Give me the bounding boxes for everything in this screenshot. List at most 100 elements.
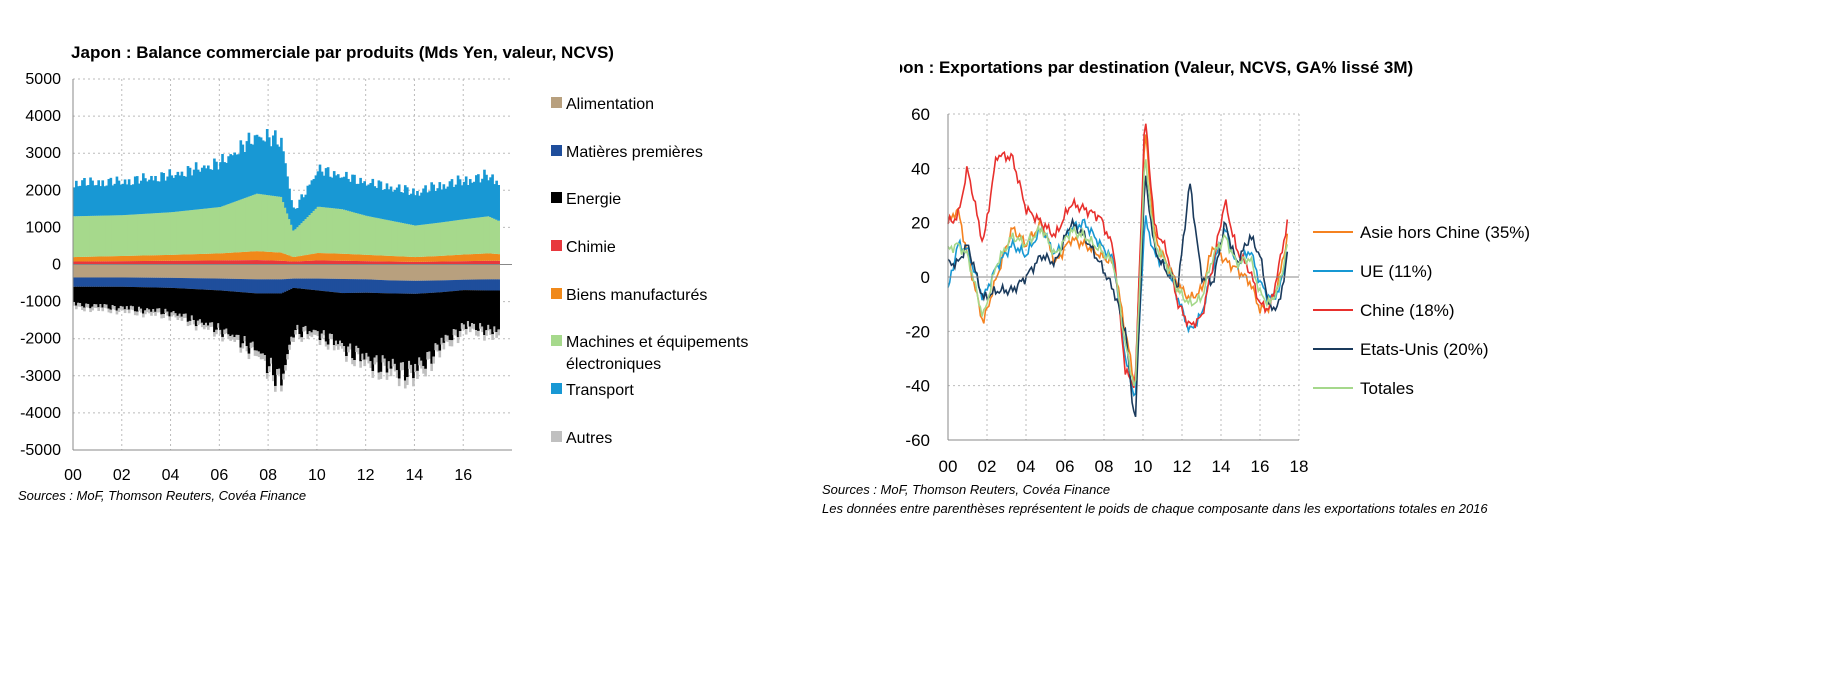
chart1-bar-segment <box>83 261 86 265</box>
chart1-bar-segment <box>493 218 496 254</box>
chart1-bar-segment <box>154 264 157 278</box>
chart1-bar-segment <box>310 260 314 265</box>
chart1-bar-segment <box>160 172 163 213</box>
chart1-bar-segment <box>383 280 387 294</box>
chart1-bar-segment <box>359 292 362 362</box>
chart1-bar-segment <box>385 183 389 220</box>
chart1-bar-segment <box>353 279 356 293</box>
chart1-bar-segment <box>89 256 92 262</box>
chart1-bar-segment <box>351 211 354 255</box>
chart1-bar-segment <box>473 279 476 291</box>
chart1-bar-segment <box>460 264 464 280</box>
chart1-bar-segment <box>493 184 496 219</box>
chart1-bar-segment <box>243 151 247 199</box>
chart1-bar-segment <box>215 207 218 254</box>
chart2-xtick-label: 16 <box>1251 457 1270 476</box>
chart1-bar-segment <box>485 330 488 336</box>
chart1-bar-segment <box>369 255 373 262</box>
chart1-bar-segment <box>188 288 192 321</box>
chart1-bar-segment <box>255 251 259 261</box>
chart2-ytick-label: -40 <box>905 377 930 396</box>
chart1-bar-segment <box>215 161 218 208</box>
chart1-bar-segment <box>276 264 279 280</box>
chart1-bar-segment <box>438 255 442 262</box>
chart1-bar-segment <box>495 260 498 265</box>
chart1-xtick-label: 02 <box>113 467 131 484</box>
chart1-bar-segment <box>166 311 170 316</box>
chart1-bar-segment <box>83 264 86 278</box>
chart1-bar-segment <box>466 290 470 322</box>
chart1-bar-segment <box>288 188 291 220</box>
chart1-bar-segment <box>379 371 383 379</box>
chart1-bar-segment <box>259 251 263 261</box>
chart1-bar-segment <box>292 257 295 262</box>
chart1-bar-segment <box>483 279 486 291</box>
chart1-bar-segment <box>393 264 397 281</box>
chart1-bar-segment <box>253 293 257 351</box>
chart1-bar-segment <box>121 255 125 262</box>
chart1-bar-segment <box>142 255 145 262</box>
chart1-bar-segment <box>359 361 362 368</box>
chart1-bar-segment <box>204 322 208 328</box>
chart1-bar-segment <box>408 293 411 361</box>
chart1-bar-segment <box>243 336 247 342</box>
chart1-bar-segment <box>164 212 167 255</box>
chart1-bar-segment <box>485 260 488 265</box>
chart1-bar-segment <box>117 277 121 287</box>
chart1-bar-segment <box>495 279 498 291</box>
chart1-bar-segment <box>361 183 364 215</box>
chart1-bar-segment <box>343 346 346 352</box>
chart1-bar-segment <box>227 204 230 253</box>
chart1-bar-segment <box>182 288 186 314</box>
chart1-bar-segment <box>170 264 174 278</box>
chart1-bar-segment <box>312 253 316 261</box>
chart1-bar-segment <box>107 261 111 265</box>
chart1-bar-segment <box>397 261 401 265</box>
chart1-bar-segment <box>125 306 129 310</box>
chart1-bar-segment <box>249 264 253 280</box>
chart1-bar-segment <box>341 343 344 349</box>
chart1-bar-segment <box>389 280 393 294</box>
chart1-bar-segment <box>231 252 234 261</box>
chart1-xtick-label: 08 <box>259 467 277 484</box>
chart1-bar-segment <box>460 261 464 265</box>
chart1-bar-segment <box>387 280 391 294</box>
chart1-bar-segment <box>294 288 297 331</box>
chart2-ytick-label: -20 <box>905 322 930 341</box>
chart1-bar-segment <box>101 307 105 312</box>
chart1-bar-segment <box>119 286 123 306</box>
chart1-bar-segment <box>235 291 239 335</box>
chart1-bar-segment <box>202 165 206 209</box>
chart1-bar-segment <box>265 373 269 379</box>
chart1-bar-segment <box>422 293 425 366</box>
chart1-bar-segment <box>211 253 214 261</box>
chart1-bar-segment <box>257 251 261 261</box>
chart1-bar-segment <box>399 280 403 294</box>
chart1-bar-segment <box>278 260 281 265</box>
chart1-bar-segment <box>336 208 340 254</box>
chart1-bar-segment <box>107 264 111 278</box>
chart1-ytick-label: -2000 <box>20 331 61 348</box>
chart1-bar-segment <box>462 254 466 262</box>
chart1-bar-segment <box>103 256 107 262</box>
chart1-bar-segment <box>410 256 413 262</box>
chart1-bar-segment <box>403 256 407 262</box>
chart1-bar-segment <box>412 280 415 294</box>
chart1-bar-segment <box>410 364 413 373</box>
chart1-bar-segment <box>385 264 389 281</box>
chart1-bar-segment <box>101 286 105 308</box>
chart1-bar-segment <box>125 214 129 256</box>
chart1-bar-segment <box>95 215 98 257</box>
chart1-bar-segment <box>365 261 369 265</box>
chart1-bar-segment <box>269 195 273 252</box>
chart1-bar-segment <box>103 277 107 287</box>
chart1-bar-segment <box>251 279 255 294</box>
chart1-bar-segment <box>389 264 393 281</box>
chart1-bar-segment <box>328 207 332 254</box>
chart1-bar-segment <box>367 292 371 357</box>
chart1-bar-segment <box>418 357 421 366</box>
chart1-bar-segment <box>233 252 237 261</box>
chart1-bar-segment <box>294 261 297 265</box>
chart1-bar-segment <box>416 190 419 226</box>
chart1-bar-segment <box>448 280 452 292</box>
